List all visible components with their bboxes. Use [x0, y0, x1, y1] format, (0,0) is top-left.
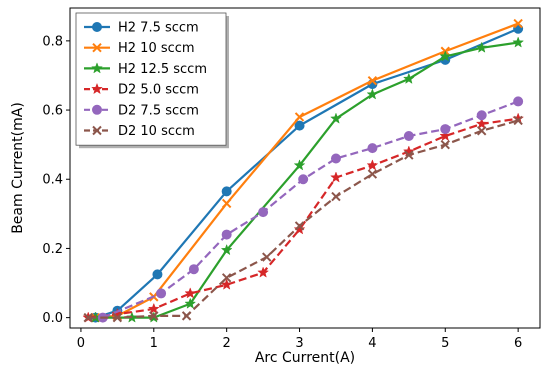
- data-point: [221, 229, 232, 240]
- data-point: [476, 126, 487, 136]
- data-point: [440, 124, 451, 135]
- data-point: [152, 269, 163, 280]
- plot-frame: [69, 7, 541, 329]
- y-tick-label: 0.0: [42, 311, 63, 326]
- legend-box: [75, 12, 227, 146]
- data-point: [258, 207, 269, 218]
- data-point: [366, 88, 379, 100]
- data-point: [330, 153, 341, 164]
- legend-entry: H2 10 sccm: [84, 41, 195, 56]
- legend-marker: [92, 104, 102, 115]
- data-point: [257, 266, 270, 278]
- data-point: [513, 18, 523, 29]
- legend-marker: [92, 125, 102, 136]
- data-point: [475, 117, 488, 129]
- legend-label: H2 12.5 sccm: [118, 62, 207, 77]
- series-line: [88, 119, 519, 319]
- data-point: [440, 139, 450, 150]
- y-tick-label: 0.6: [42, 104, 63, 119]
- x-tick-label: 4: [368, 336, 376, 351]
- data-point: [294, 120, 305, 131]
- x-axis-label: Arc Current(A): [255, 350, 355, 366]
- data-point: [184, 287, 197, 299]
- data-point: [188, 264, 199, 275]
- data-point: [403, 131, 414, 141]
- data-point: [404, 150, 414, 160]
- data-point: [221, 273, 232, 283]
- data-point: [330, 171, 342, 183]
- legend-entry: H2 12.5 sccm: [84, 62, 207, 77]
- series-line: [102, 100, 519, 319]
- data-point: [149, 311, 159, 321]
- data-point: [367, 143, 378, 154]
- x-tick-label: 5: [441, 336, 449, 351]
- data-point: [221, 198, 232, 209]
- data-point: [298, 174, 309, 185]
- legend-marker: [91, 82, 103, 95]
- data-point: [513, 96, 524, 107]
- x-tick-label: 1: [150, 336, 158, 351]
- plot-area: [82, 18, 525, 323]
- data-point: [220, 243, 233, 256]
- data-point: [512, 36, 525, 48]
- data-point: [262, 252, 272, 262]
- data-point: [83, 312, 93, 323]
- data-point: [439, 50, 452, 62]
- data-point: [184, 297, 197, 309]
- series-line: [95, 22, 519, 319]
- x-tick-label: 3: [295, 336, 303, 351]
- data-point: [293, 223, 306, 235]
- x-tick-label: 0: [77, 336, 85, 351]
- y-axis-label: Beam Current(mA): [10, 102, 26, 234]
- axis-ticks: 0 1 2 3 4 5 6 0.0 0.2 0.4 0.6 0.8: [42, 34, 522, 351]
- data-point: [293, 159, 306, 171]
- legend-marker: [92, 42, 102, 53]
- legend-entry: D2 5.0 sccm: [84, 83, 199, 98]
- legend-entry: H2 7.5 sccm: [84, 21, 199, 36]
- data-point: [475, 41, 488, 53]
- y-tick-label: 0.8: [42, 34, 63, 49]
- data-point: [476, 110, 487, 121]
- x-tick-label: 6: [514, 336, 522, 351]
- data-point: [294, 221, 305, 231]
- data-point: [367, 169, 378, 179]
- data-point: [294, 112, 305, 122]
- data-point: [181, 311, 192, 321]
- legend-marker: [91, 62, 103, 74]
- legend-label: D2 10 sccm: [118, 124, 195, 139]
- data-point: [439, 129, 452, 142]
- legend-label: D2 5.0 sccm: [118, 83, 199, 98]
- data-point: [147, 302, 160, 315]
- series-5: [97, 96, 524, 323]
- y-tick-label: 0.2: [42, 242, 63, 257]
- data-point: [402, 72, 415, 84]
- legend-label: H2 7.5 sccm: [118, 21, 199, 36]
- legend-entry: D2 7.5 sccm: [84, 103, 199, 118]
- series-line: [95, 41, 519, 319]
- y-tick-label: 0.4: [42, 173, 63, 188]
- data-point: [156, 288, 167, 299]
- legend: H2 7.5 sccm H2 10 sccm H2 12.5 sccm D2 5.0 …: [75, 12, 229, 149]
- data-point: [112, 312, 123, 323]
- legend-label: H2 10 sccm: [118, 41, 195, 56]
- legend-marker: [92, 22, 102, 32]
- data-point: [221, 186, 232, 197]
- data-point: [331, 191, 341, 202]
- series-line: [88, 117, 519, 319]
- data-point: [367, 75, 378, 86]
- data-point: [366, 159, 379, 171]
- series-6: [83, 115, 523, 323]
- legend-entry: D2 10 sccm: [84, 124, 195, 139]
- data-point: [330, 112, 342, 124]
- legend-label: D2 7.5 sccm: [118, 103, 199, 118]
- x-tick-label: 2: [223, 336, 231, 351]
- data-point: [513, 115, 523, 126]
